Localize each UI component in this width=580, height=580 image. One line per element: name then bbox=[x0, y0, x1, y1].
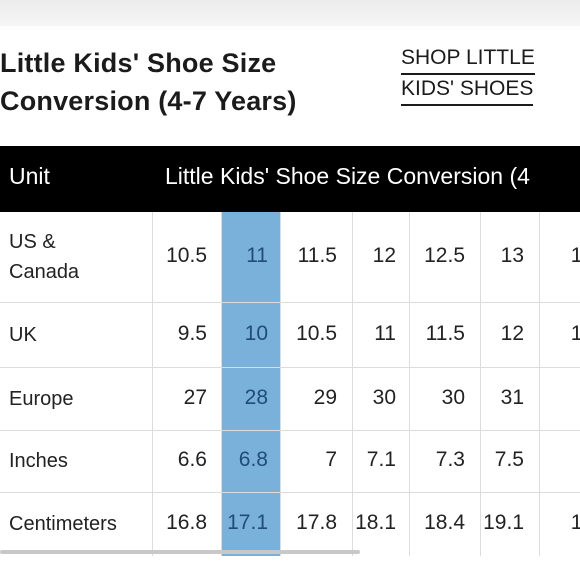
table-cell: 7.5 bbox=[494, 448, 524, 471]
horizontal-scrollbar[interactable] bbox=[0, 550, 360, 554]
column-divider bbox=[539, 212, 540, 556]
column-divider bbox=[409, 212, 410, 556]
row-label-line-1: Inches bbox=[9, 450, 68, 472]
table-cell: 19.1 bbox=[483, 511, 524, 534]
table-cell: 7.3 bbox=[435, 448, 465, 471]
table-cell: 18.4 bbox=[424, 511, 465, 534]
table-cell: 6.6 bbox=[177, 448, 207, 471]
table-cell: 30 bbox=[372, 385, 396, 409]
table-cell: 10.5 bbox=[296, 321, 337, 345]
column-divider bbox=[480, 212, 481, 556]
row-label: Centimeters bbox=[9, 509, 117, 539]
table-cell: 7 bbox=[325, 448, 337, 471]
shop-link-line-2: KIDS' SHOES bbox=[401, 75, 534, 106]
table-cell: 12. bbox=[570, 321, 580, 345]
row-label: US & Canada bbox=[9, 227, 79, 287]
table-row: Centimeters 16.8 17.1 17.8 18.1 18.4 19.1 19. bbox=[0, 492, 580, 556]
table-cell: 17.1 bbox=[227, 511, 268, 534]
top-fade bbox=[0, 0, 580, 26]
page-title: Little Kids' Shoe Size Conversion (4-7 Y… bbox=[0, 44, 360, 120]
row-label-line-1: UK bbox=[9, 323, 37, 346]
row-label-line-2: Canada bbox=[9, 261, 80, 283]
row-label-line-1: Europe bbox=[9, 387, 74, 410]
table-cell: 12 bbox=[372, 244, 396, 267]
table-cell: 28 bbox=[244, 385, 268, 409]
table-cell: 6.8 bbox=[238, 448, 268, 471]
page-title-line-1: Little Kids' Shoe Size bbox=[0, 48, 277, 78]
table-row: US & Canada 10.5 11 11.5 12 12.5 13 13. bbox=[0, 212, 580, 303]
shop-link-line-1: SHOP LITTLE bbox=[401, 44, 535, 75]
table-cell: 9.5 bbox=[177, 321, 207, 345]
table-cell: 16.8 bbox=[166, 511, 207, 534]
table-cell: 10.5 bbox=[166, 244, 207, 267]
table-cell: 19. bbox=[570, 511, 580, 534]
size-conversion-table[interactable]: Unit Little Kids' Shoe Size Conversion (… bbox=[0, 146, 580, 556]
table-cell: 12 bbox=[500, 321, 524, 345]
header-unit-label: Unit bbox=[9, 163, 50, 189]
table-cell: 12.5 bbox=[424, 244, 465, 267]
table-row: UK 9.5 10 10.5 11 11.5 12 12. bbox=[0, 302, 580, 368]
row-label: Europe bbox=[9, 384, 74, 414]
table-cell: 11 bbox=[246, 244, 268, 267]
table-cell: 10 bbox=[244, 321, 268, 345]
table-header: Unit Little Kids' Shoe Size Conversion (… bbox=[0, 146, 580, 212]
table-cell: 31 bbox=[500, 385, 524, 409]
table-cell: 11.5 bbox=[297, 244, 337, 267]
row-label: UK bbox=[9, 320, 37, 350]
table-cell: 30 bbox=[441, 385, 465, 409]
page-title-line-2: Conversion (4-7 Years) bbox=[0, 86, 297, 116]
table-cell: 13. bbox=[570, 244, 580, 267]
column-divider bbox=[152, 212, 153, 556]
table-cell: 11.5 bbox=[425, 321, 465, 345]
table-cell: 29 bbox=[313, 385, 337, 409]
column-divider bbox=[280, 212, 281, 556]
table-row: Europe2728293030313 bbox=[0, 367, 580, 431]
table-cell: 18.1 bbox=[355, 511, 396, 534]
highlighted-size-column bbox=[221, 212, 280, 556]
table-cell: 13 bbox=[500, 244, 524, 267]
column-divider bbox=[352, 212, 353, 556]
row-label-line-1: US & bbox=[9, 231, 56, 253]
row-label: Inches bbox=[9, 446, 68, 476]
column-divider bbox=[221, 212, 222, 556]
table-cell: 17.8 bbox=[296, 511, 337, 534]
header-conversion-label: Little Kids' Shoe Size Conversion (4 bbox=[165, 163, 530, 189]
table-cell: 7.1 bbox=[366, 448, 396, 471]
table-cell: 27 bbox=[183, 385, 207, 409]
table-cell: 11 bbox=[374, 321, 396, 345]
row-label-line-1: Centimeters bbox=[9, 513, 117, 535]
shop-little-kids-shoes-link[interactable]: SHOP LITTLE KIDS' SHOES bbox=[401, 44, 535, 106]
